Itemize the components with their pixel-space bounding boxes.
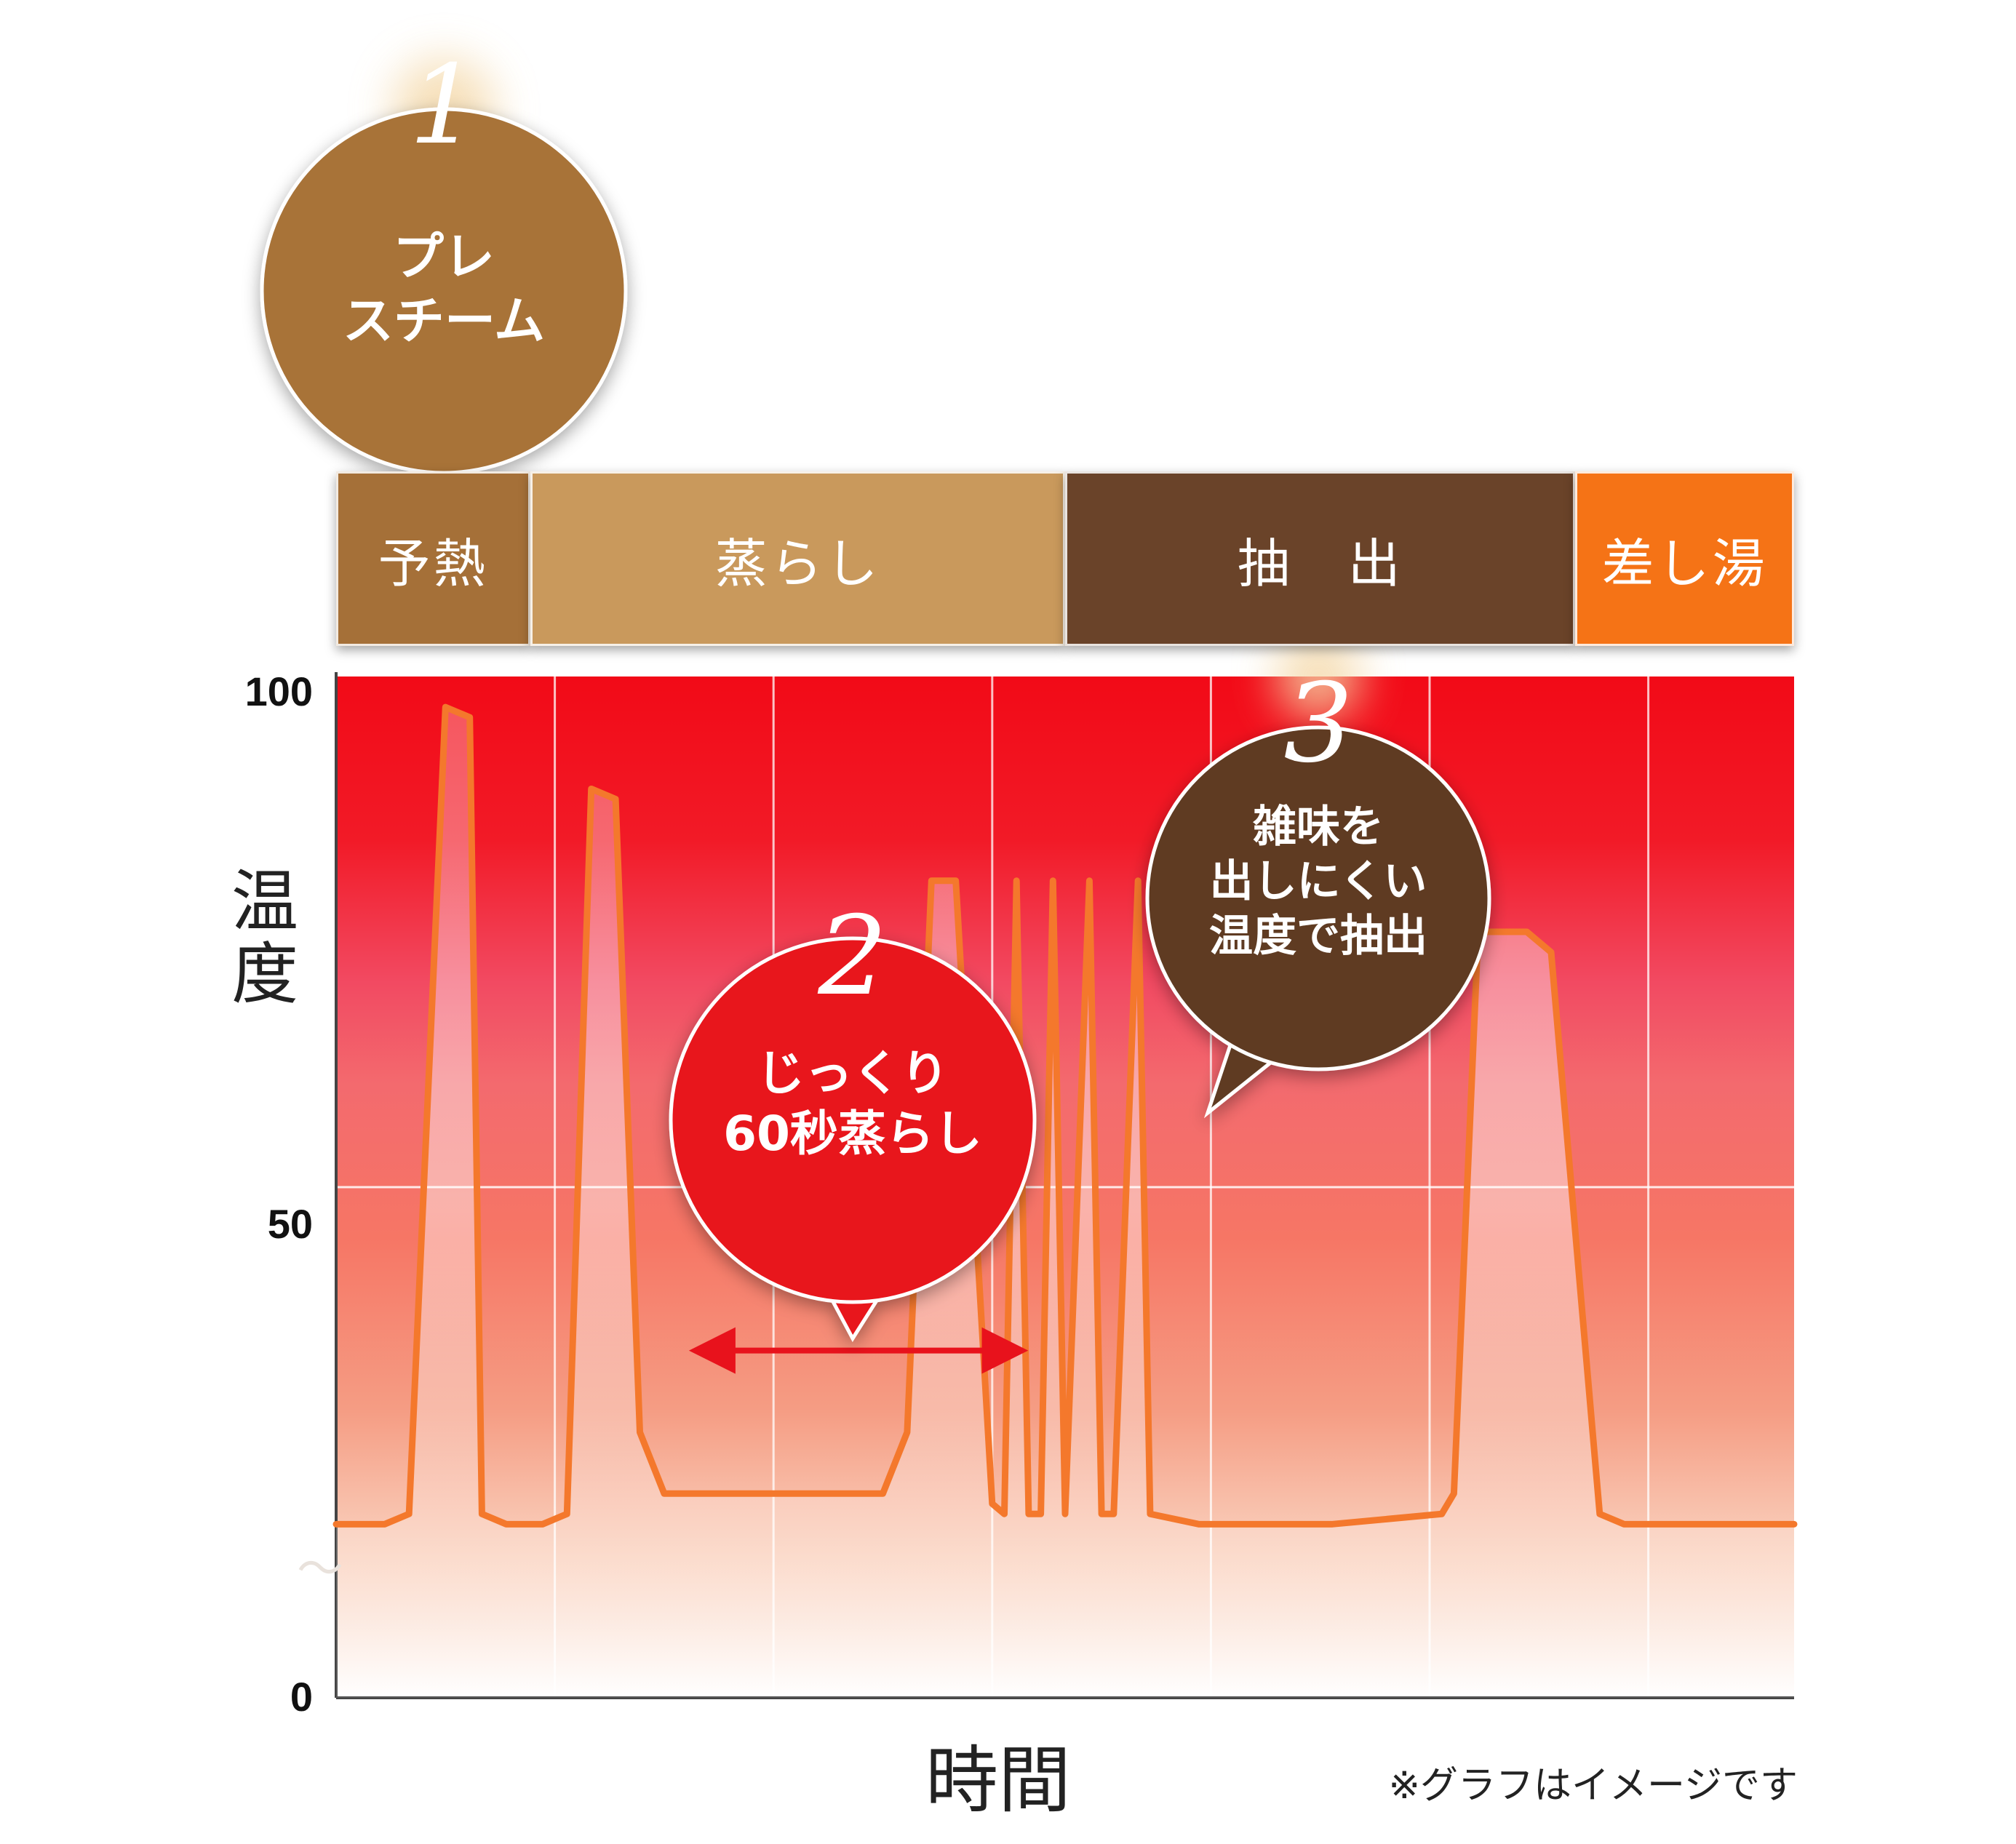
callout-number: 2 (818, 893, 888, 1020)
y-tick-label: 100 (244, 668, 313, 714)
callout-text: 雑味を 出しにくい 温度で抽出 (1209, 802, 1427, 962)
callout-circle (669, 936, 1037, 1304)
phase-segment: 蒸らし (530, 471, 1065, 646)
y-axis-label: 温 度 (231, 863, 299, 1013)
phase-segment: 予熱 (336, 471, 531, 646)
phase-segment: 差し湯 (1575, 471, 1794, 646)
y-tick-label: 0 (290, 1674, 313, 1720)
chart-note: ※グラフはイメージです (1388, 1764, 1798, 1808)
callout-preheat: 1 プレ スチーム (262, 51, 626, 473)
y-tick-label: 50 (267, 1201, 313, 1247)
phase-segment: 抽 出 (1065, 471, 1576, 646)
callout-shape (1145, 725, 1491, 1119)
callout-extract: 3 雑味を 出しにくい 温度で抽出 (1147, 669, 1489, 1069)
series-line (332, 703, 1798, 1528)
callout-number: 1 (409, 42, 479, 169)
callout-text: じっくり 60秒蒸らし (723, 1045, 982, 1162)
callout-circle (1145, 725, 1491, 1071)
callout-steam: 2 じっくり 60秒蒸らし (671, 902, 1035, 1302)
callout-shape (669, 936, 1037, 1342)
axis-break-mark: 〜 (297, 1543, 343, 1597)
plot-area (332, 58, 1798, 1699)
glow (1275, 633, 1362, 720)
callout-number: 3 (1283, 660, 1353, 787)
callout-text: プレ スチーム (343, 227, 545, 351)
x-axis-label: 時間 (925, 1738, 1071, 1823)
series-area (336, 707, 1794, 1698)
